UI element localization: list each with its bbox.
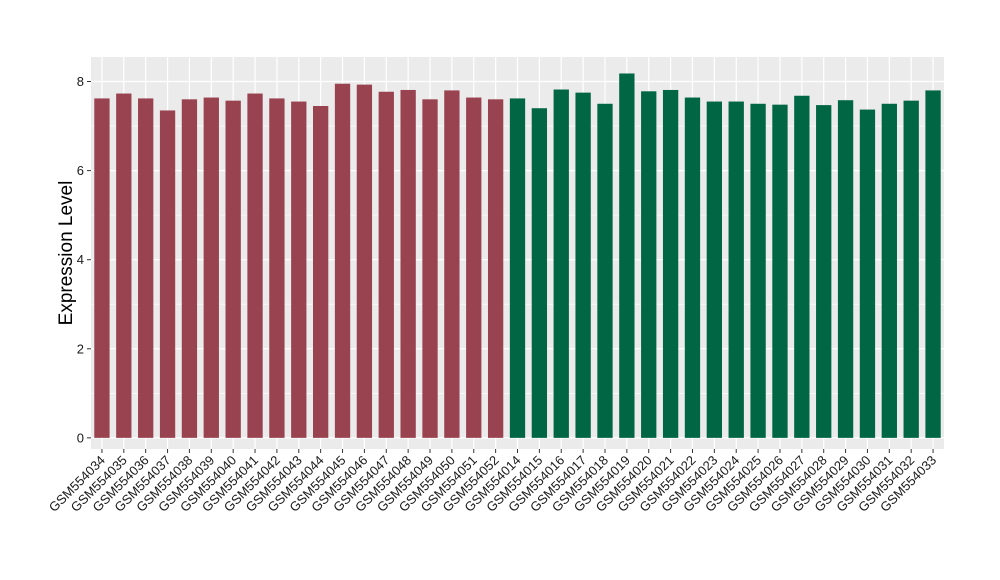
y-tick-label: 4 [77, 252, 84, 267]
bar [619, 73, 635, 438]
bar [925, 90, 941, 438]
bar [291, 101, 307, 438]
bar [706, 101, 723, 438]
bar [378, 91, 394, 438]
y-tick-label: 6 [77, 163, 84, 178]
bar [794, 95, 810, 438]
y-tick-label: 2 [77, 341, 84, 356]
bar [531, 108, 548, 438]
bar [247, 93, 263, 438]
bar [728, 101, 744, 438]
x-axis: GSM554034GSM554035GSM554036GSM554037GSM5… [46, 449, 939, 515]
bar [225, 100, 241, 438]
y-tick-label: 0 [77, 430, 84, 445]
bar [575, 92, 591, 438]
bar [553, 89, 569, 438]
bar [750, 103, 766, 438]
bar [466, 97, 482, 438]
bar [684, 97, 701, 438]
bar [400, 89, 416, 438]
bar [772, 104, 788, 438]
bar [881, 103, 897, 438]
bar [94, 98, 110, 438]
y-axis: 0 2 4 6 8 [77, 74, 91, 445]
bar [203, 97, 219, 438]
bar [859, 109, 876, 438]
bar [444, 90, 460, 438]
bar [903, 100, 919, 438]
bar [641, 91, 657, 438]
bar [356, 84, 373, 438]
y-axis-title: Expression Level [56, 181, 77, 326]
bar [181, 99, 198, 438]
bar [597, 103, 613, 438]
bar [662, 89, 679, 438]
bar [334, 83, 351, 438]
bar [422, 99, 438, 438]
bar [269, 98, 285, 438]
bars [94, 73, 941, 438]
y-tick-label: 8 [77, 74, 84, 89]
bar [487, 99, 504, 438]
bar [159, 110, 176, 438]
bar [509, 98, 526, 438]
bar [816, 105, 832, 438]
bar [312, 106, 329, 438]
bar [837, 100, 854, 438]
bar [138, 98, 154, 438]
bar [116, 93, 132, 438]
